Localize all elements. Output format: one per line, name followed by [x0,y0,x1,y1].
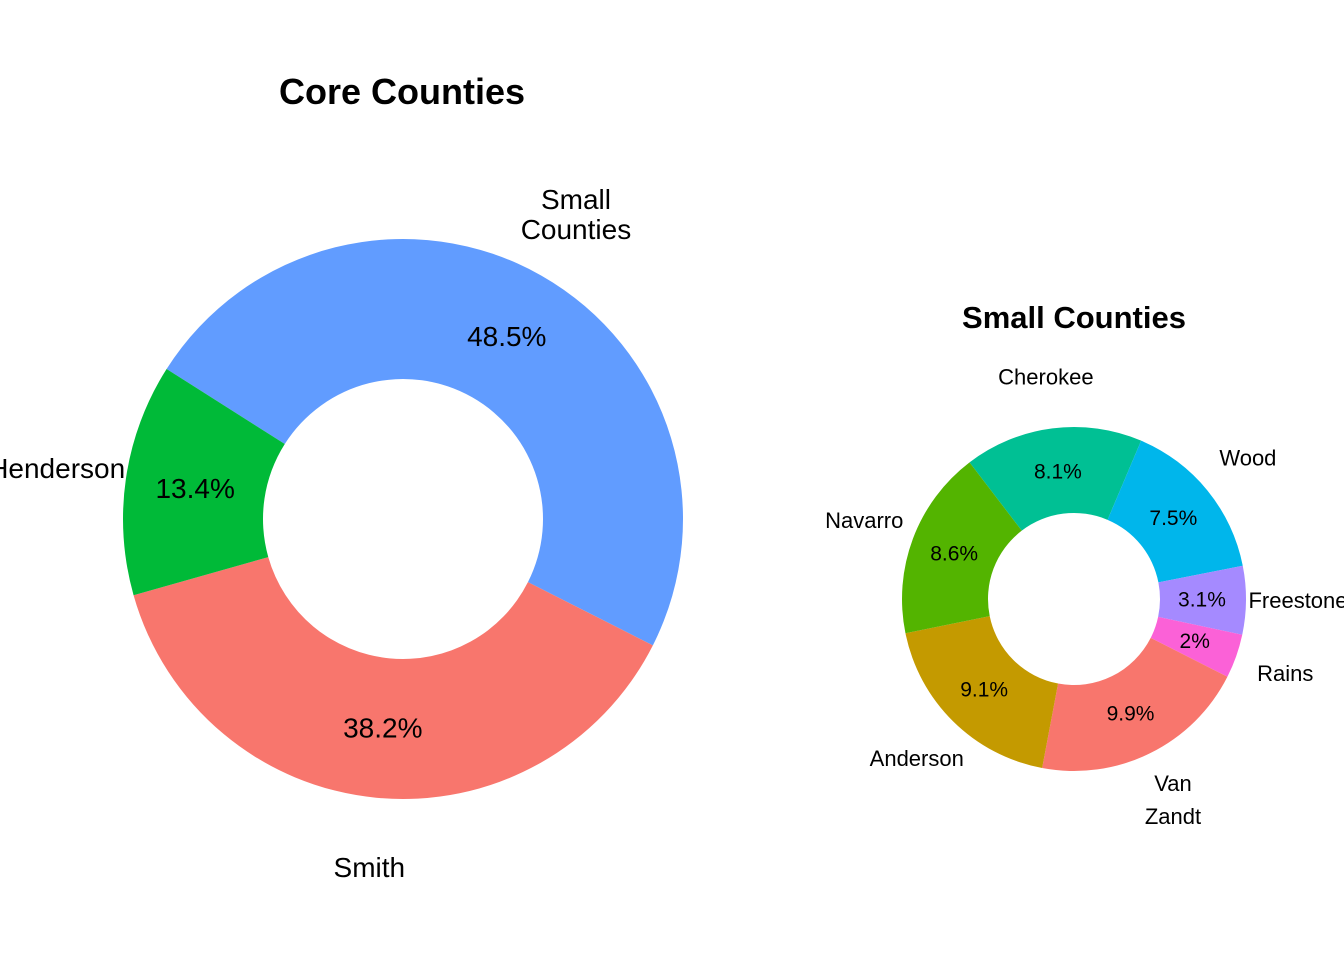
slice-percent-label: 9.9% [1107,702,1155,725]
slice-name-label: Smith [334,852,406,883]
donut-slice [905,616,1059,769]
slice-percent-label: 48.5% [467,321,546,352]
donut-slice [1158,565,1246,635]
slice-name-label: Rains [1257,661,1313,686]
slice-percent-label: 7.5% [1149,507,1197,530]
small-counties-donut: 8.1% Cherokee 7.5% Wood 3.1% Freestone 2% Rains… [825,364,1344,829]
chart-title-core: Core Counties [279,71,525,112]
slice-name-label: Freestone [1248,588,1344,613]
slice-name-label: Van Zandt [1145,771,1201,829]
slice-name-label: Wood [1219,445,1276,470]
slice-percent-label: 9.1% [960,679,1008,702]
donut-slice [133,557,653,799]
slice-percent-label: 2% [1180,630,1210,653]
slice-name-label: Henderson [0,453,125,484]
slice-percent-label: 38.2% [343,713,422,744]
slice-percent-label: 13.4% [155,473,234,504]
donut-slice [1107,440,1243,583]
slice-percent-label: 8.6% [930,543,978,566]
slice-name-label: Anderson [870,746,964,771]
donut-slice [969,427,1142,531]
slice-name-label: Cherokee [998,364,1093,389]
slice-name-label: Small Counties [521,184,632,245]
donut-slice [1042,637,1228,771]
slice-percent-label: 8.1% [1034,461,1082,484]
donut-slice [1150,616,1243,677]
donut-slice [902,462,1022,634]
slice-percent-label: 3.1% [1178,588,1226,611]
slice-name-label: Navarro [825,508,903,533]
core-counties-donut: 48.5% Small Counties 38.2% Smith 13.4% Henders… [0,184,684,883]
chart-title-small: Small Counties [962,300,1186,335]
donut-slice [123,368,285,596]
donut-slice [166,238,684,646]
